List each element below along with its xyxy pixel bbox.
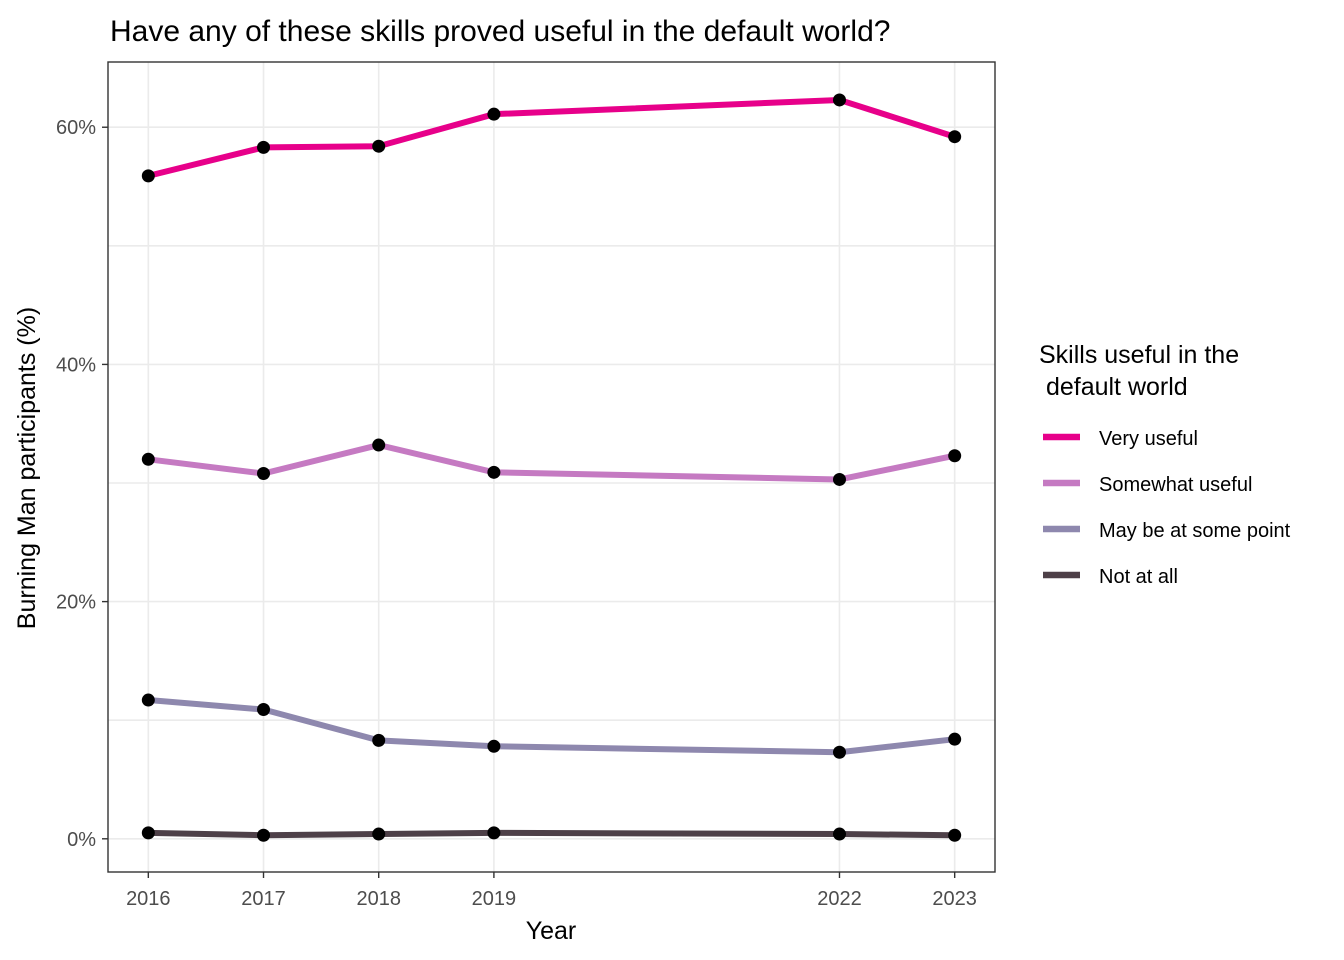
legend-items: Very useful Somewhat useful May be at some…	[1043, 428, 1291, 588]
series-line-somewhat-useful	[147, 442, 956, 483]
data-point-somewhat-useful-2017	[257, 467, 271, 481]
x-tick-label: 2017	[241, 888, 286, 910]
legend-item-very-useful: Very useful	[1043, 428, 1198, 450]
data-point-somewhat-useful-2016	[141, 452, 155, 466]
data-point-very-useful-2023	[948, 130, 962, 144]
series-lines	[147, 96, 956, 839]
plot-panel-border	[107, 61, 996, 873]
x-axis-title: Year	[526, 917, 577, 945]
data-points	[141, 93, 962, 842]
x-tick-label: 2022	[817, 888, 862, 910]
legend-title: Skills useful in the default world	[0, 0, 1288, 401]
data-point-not-at-all-2017	[257, 828, 271, 842]
data-point-may-be-at-some-point-2023	[948, 732, 962, 746]
data-point-not-at-all-2022	[832, 827, 846, 841]
data-point-may-be-at-some-point-2017	[257, 703, 271, 717]
data-point-very-useful-2016	[141, 169, 155, 183]
legend-label: Somewhat useful	[1099, 474, 1252, 496]
legend-item-may-be-at-some-point: May be at some point	[1043, 520, 1291, 542]
data-point-very-useful-2022	[832, 93, 846, 107]
legend-label: May be at some point	[1099, 520, 1291, 542]
y-axis-title: Burning Man participants (%)	[13, 307, 41, 629]
axes: 0% 20% 40% 60% 2016 2017 2018 2019 2022 2023	[56, 117, 977, 910]
data-point-not-at-all-2016	[141, 826, 155, 840]
data-point-somewhat-useful-2022	[832, 472, 846, 486]
y-tick-label: 20%	[56, 592, 96, 614]
legend-title-line-2: default world	[1039, 373, 1188, 401]
data-point-very-useful-2018	[372, 139, 386, 153]
y-tick-label: 40%	[56, 354, 96, 376]
data-point-very-useful-2019	[487, 107, 501, 121]
data-point-not-at-all-2019	[487, 826, 501, 840]
data-point-somewhat-useful-2019	[487, 465, 501, 479]
data-point-somewhat-useful-2023	[948, 449, 962, 463]
data-point-may-be-at-some-point-2019	[487, 739, 501, 753]
x-tick-label: 2023	[932, 888, 977, 910]
x-tick-label: 2016	[126, 888, 171, 910]
data-point-very-useful-2017	[257, 140, 271, 154]
data-point-not-at-all-2023	[948, 828, 962, 842]
series-line-very-useful	[147, 96, 956, 179]
data-point-may-be-at-some-point-2016	[141, 693, 155, 707]
data-point-somewhat-useful-2018	[372, 438, 386, 452]
chart-title: Have any of these skills proved useful i…	[110, 15, 890, 48]
data-point-not-at-all-2018	[372, 827, 386, 841]
series-line-may-be-at-some-point	[148, 697, 956, 756]
legend-label: Not at all	[1099, 566, 1178, 588]
legend: Skills useful in the default world Very …	[0, 0, 1291, 588]
x-tick-label: 2018	[356, 888, 401, 910]
x-tick-label: 2019	[472, 888, 517, 910]
series-line-not-at-all	[148, 829, 955, 839]
legend-title-line-1: Skills useful in the	[1039, 341, 1239, 369]
y-tick-label: 0%	[67, 829, 96, 851]
data-point-may-be-at-some-point-2018	[372, 733, 386, 747]
legend-item-somewhat-useful: Somewhat useful	[1043, 474, 1252, 496]
data-point-may-be-at-some-point-2022	[832, 745, 846, 759]
legend-label: Very useful	[1099, 428, 1198, 450]
y-tick-label: 60%	[56, 117, 96, 139]
legend-item-not-at-all: Not at all	[1043, 566, 1178, 588]
